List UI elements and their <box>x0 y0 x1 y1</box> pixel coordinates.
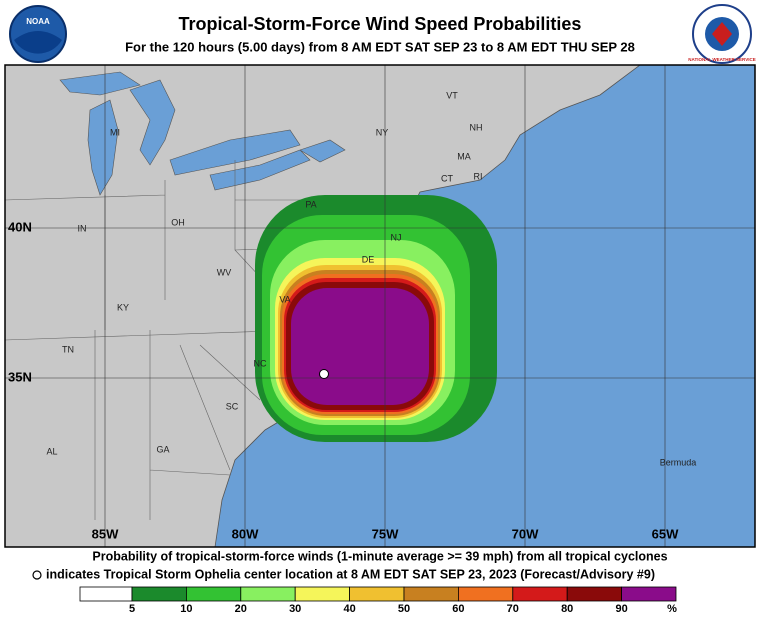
scale-swatch <box>79 586 133 602</box>
scale-label: 30 <box>289 603 301 615</box>
scale-label: 20 <box>235 603 247 615</box>
contour-band <box>291 288 429 405</box>
scale-swatch <box>621 586 677 602</box>
scale-swatch <box>185 586 242 602</box>
lon-label: 70W <box>512 526 539 541</box>
scale-label: 40 <box>343 603 355 615</box>
lat-label: 40N <box>8 219 32 234</box>
place-label: MI <box>110 127 120 137</box>
scale-swatch <box>131 586 187 602</box>
place-label: GA <box>156 444 169 454</box>
place-label: OH <box>171 217 185 227</box>
lon-label: 80W <box>232 526 259 541</box>
scale-label: 80 <box>561 603 573 615</box>
lon-label: 85W <box>92 526 119 541</box>
place-label: TN <box>62 344 74 354</box>
place-label: NH <box>470 122 483 132</box>
scale-label: 90 <box>615 603 627 615</box>
scale-swatch <box>566 586 623 602</box>
map-frame <box>4 64 756 548</box>
great-lakes <box>59 71 346 196</box>
legend: 5 10 20 30 40 50 60 70 80 90% <box>79 586 677 615</box>
place-label: SC <box>226 401 239 411</box>
place-label: PA <box>305 199 316 209</box>
place-label: Bermuda <box>660 457 697 467</box>
scale-label: 10 <box>180 603 192 615</box>
place-label: IN <box>78 223 87 233</box>
scale-label: 70 <box>507 603 519 615</box>
place-label: DE <box>362 254 375 264</box>
place-label: KY <box>117 302 129 312</box>
place-label: NC <box>254 358 267 368</box>
scale-swatch <box>240 586 296 602</box>
place-label: NY <box>376 127 389 137</box>
nws-text: NATIONAL WEATHER SERVICE <box>688 57 755 62</box>
nws-logo: NATIONAL WEATHER SERVICE <box>688 4 756 64</box>
footer-line2: indicates Tropical Storm Ophelia center … <box>46 567 655 581</box>
place-label: WV <box>217 267 232 277</box>
place-label: AL <box>46 446 57 456</box>
place-label: CT <box>441 173 453 183</box>
scale-swatch <box>457 586 514 602</box>
lon-label: 75W <box>372 526 399 541</box>
place-label: NJ <box>391 232 402 242</box>
scale-label: 5 <box>129 603 135 615</box>
footer-line1: Probability of tropical-storm-force wind… <box>92 549 667 563</box>
subtitle: For the 120 hours (5.00 days) from 8 AM … <box>125 39 635 54</box>
scale-unit: % <box>667 603 677 615</box>
scale-swatch <box>349 586 405 602</box>
storm-center <box>319 369 329 379</box>
lon-label: 65W <box>652 526 679 541</box>
place-label: VA <box>279 294 290 304</box>
title: Tropical-Storm-Force Wind Speed Probabil… <box>179 14 582 34</box>
place-label: MA <box>457 151 471 161</box>
scale-label: 60 <box>452 603 464 615</box>
place-label: RI <box>474 171 483 181</box>
map: 40N 35N 85W 80W 75W 70W 65W MI NY VT NH MA CT RI PA OH I… <box>4 64 756 548</box>
storm-center-key <box>32 570 42 580</box>
scale-swatch <box>403 586 459 602</box>
lat-label: 35N <box>8 369 32 384</box>
scale-swatch <box>512 586 568 602</box>
scale-swatch <box>294 586 351 602</box>
probability-contours <box>255 195 497 442</box>
noaa-text: NOAA <box>26 17 50 26</box>
graticule <box>5 65 755 547</box>
scale-label: 50 <box>398 603 410 615</box>
noaa-logo: NOAA <box>9 5 67 63</box>
place-label: VT <box>446 90 458 100</box>
